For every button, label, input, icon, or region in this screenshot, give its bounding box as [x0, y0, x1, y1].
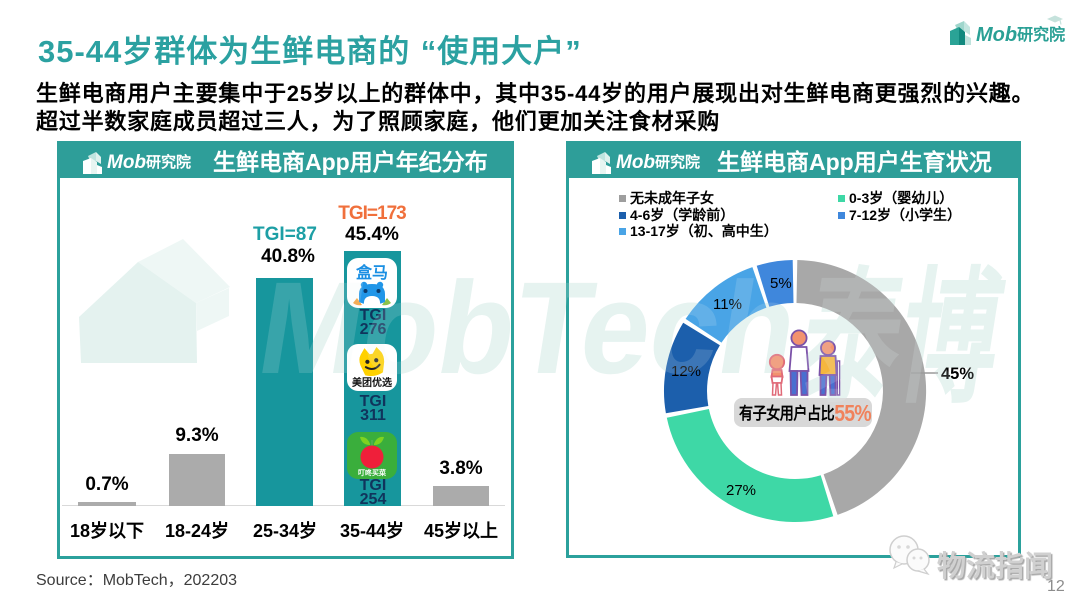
- svg-text:27%: 27%: [726, 482, 756, 499]
- svg-text:盒马: 盒马: [356, 263, 388, 282]
- svg-text:5%: 5%: [770, 275, 792, 292]
- svg-text:45%: 45%: [941, 365, 974, 383]
- svg-text:叮咚买菜: 叮咚买菜: [358, 468, 387, 477]
- svg-text:12%: 12%: [671, 363, 701, 380]
- svg-text:美团优选: 美团优选: [352, 376, 392, 389]
- svg-text:11%: 11%: [713, 296, 742, 313]
